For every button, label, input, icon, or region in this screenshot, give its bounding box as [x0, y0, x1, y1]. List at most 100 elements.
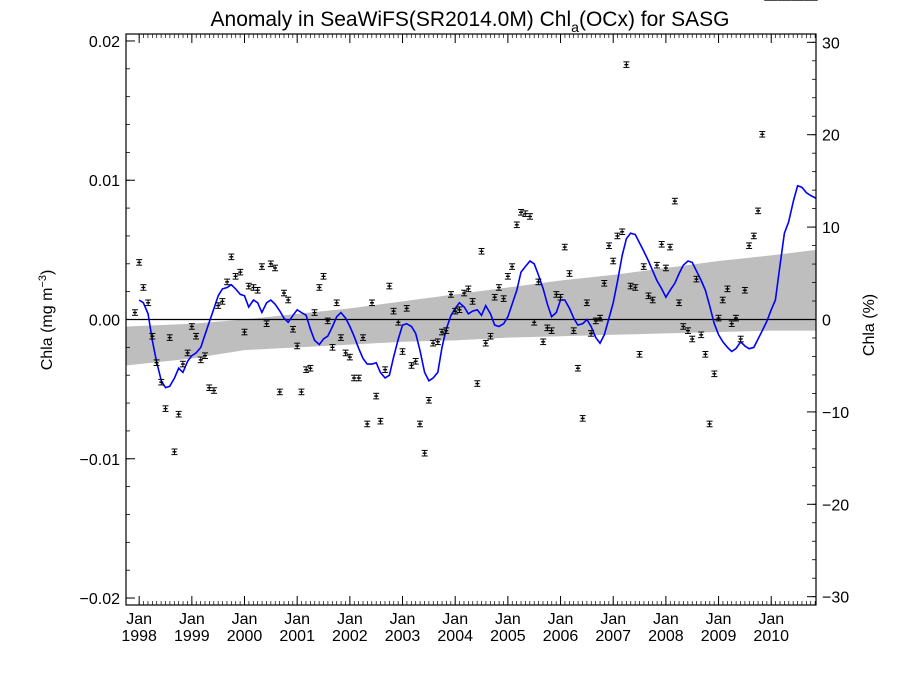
x-tick-label-year: 2007 [595, 628, 631, 645]
data-point [162, 405, 169, 412]
data-point [171, 448, 178, 456]
smoothed-series [138, 184, 817, 389]
data-point [746, 242, 753, 249]
data-point [131, 309, 138, 316]
data-point [175, 410, 182, 418]
x-tick-label-month: Jan [758, 611, 784, 628]
data-point [416, 420, 423, 428]
data-point [368, 299, 375, 307]
data-point [732, 314, 739, 322]
data-point [166, 334, 173, 341]
data-point [619, 228, 626, 236]
data-point [649, 296, 656, 304]
data-point [324, 317, 331, 325]
data-point [741, 286, 748, 294]
data-point [518, 208, 525, 216]
x-tick-label-month: Jan [337, 611, 363, 628]
data-point [597, 314, 604, 322]
x-tick-label-month: Jan [442, 611, 468, 628]
data-point [561, 243, 568, 251]
data-point [715, 314, 722, 322]
data-point [179, 360, 186, 368]
data-point [495, 284, 502, 291]
data-point [557, 293, 564, 301]
data-point [487, 332, 494, 340]
data-point [329, 344, 336, 351]
data-point [153, 359, 160, 366]
x-tick-label-year: 2000 [227, 628, 263, 645]
data-point [614, 232, 621, 240]
data-point [224, 278, 231, 286]
data-point [759, 130, 766, 138]
data-point [509, 263, 516, 270]
data-point [298, 388, 305, 396]
data-point [570, 327, 577, 334]
y-tick-label-right: 30 [822, 35, 840, 52]
data-point [737, 335, 744, 343]
x-tick-label-month: Jan [653, 611, 679, 628]
data-point [421, 449, 428, 457]
x-tick-label-year: 2003 [385, 628, 421, 645]
x-tick-label-year: 2010 [753, 628, 789, 645]
data-point [210, 387, 217, 394]
data-point [702, 351, 709, 358]
data-point [184, 349, 191, 357]
data-point [588, 330, 595, 337]
data-point [698, 331, 705, 339]
data-point [645, 292, 652, 300]
axes: 0.020.010.00−0.01−0.023020100−10−20−30Ja… [80, 33, 849, 645]
data-point [522, 210, 529, 217]
data-point [456, 306, 463, 314]
data-point [724, 285, 731, 293]
x-tick-label-year: 2005 [490, 628, 526, 645]
data-point [272, 264, 279, 272]
data-point [390, 307, 397, 315]
x-tick-label-year: 2004 [437, 628, 473, 645]
data-point [606, 242, 612, 249]
data-point [579, 415, 586, 422]
y-tick-label-right: 10 [822, 220, 840, 237]
data-point [386, 282, 393, 290]
y-tick-label-left: −0.01 [80, 452, 121, 469]
data-point [667, 243, 674, 251]
trend-confidence-band [126, 249, 816, 366]
data-point [719, 296, 726, 304]
data-point [706, 420, 713, 428]
data-point [491, 293, 498, 301]
data-point [689, 335, 696, 343]
data-point [535, 278, 542, 286]
data-point [469, 298, 476, 305]
data-point [206, 384, 213, 392]
data-point [412, 357, 419, 365]
data-point [333, 299, 340, 307]
data-point [241, 328, 248, 336]
data-point [403, 305, 410, 312]
data-point [395, 319, 402, 326]
y-tick-label-left: 0.01 [89, 173, 120, 190]
x-tick-label-month: Jan [232, 611, 258, 628]
data-point [303, 366, 310, 373]
x-tick-label-year: 2006 [543, 628, 579, 645]
smoothed-line [138, 184, 817, 389]
data-point [294, 342, 301, 350]
data-point [285, 296, 292, 304]
x-tick-label-year: 2001 [279, 628, 315, 645]
y-tick-label-left: −0.02 [80, 591, 121, 608]
data-point [504, 273, 511, 280]
data-point [685, 327, 692, 334]
y-axis-label-left: Chla (mg m−3) [37, 270, 56, 371]
x-tick-label-year: 2009 [701, 628, 737, 645]
data-point [311, 309, 318, 316]
data-point [711, 370, 718, 378]
data-point [474, 380, 481, 387]
data-point [513, 221, 520, 229]
data-point [263, 320, 270, 327]
data-point [434, 338, 441, 346]
data-point [531, 319, 538, 326]
data-point [360, 334, 367, 341]
data-point [676, 299, 683, 307]
data-point [636, 351, 643, 358]
x-tick-label-month: Jan [706, 611, 732, 628]
data-point [355, 374, 362, 382]
data-point [289, 325, 296, 333]
